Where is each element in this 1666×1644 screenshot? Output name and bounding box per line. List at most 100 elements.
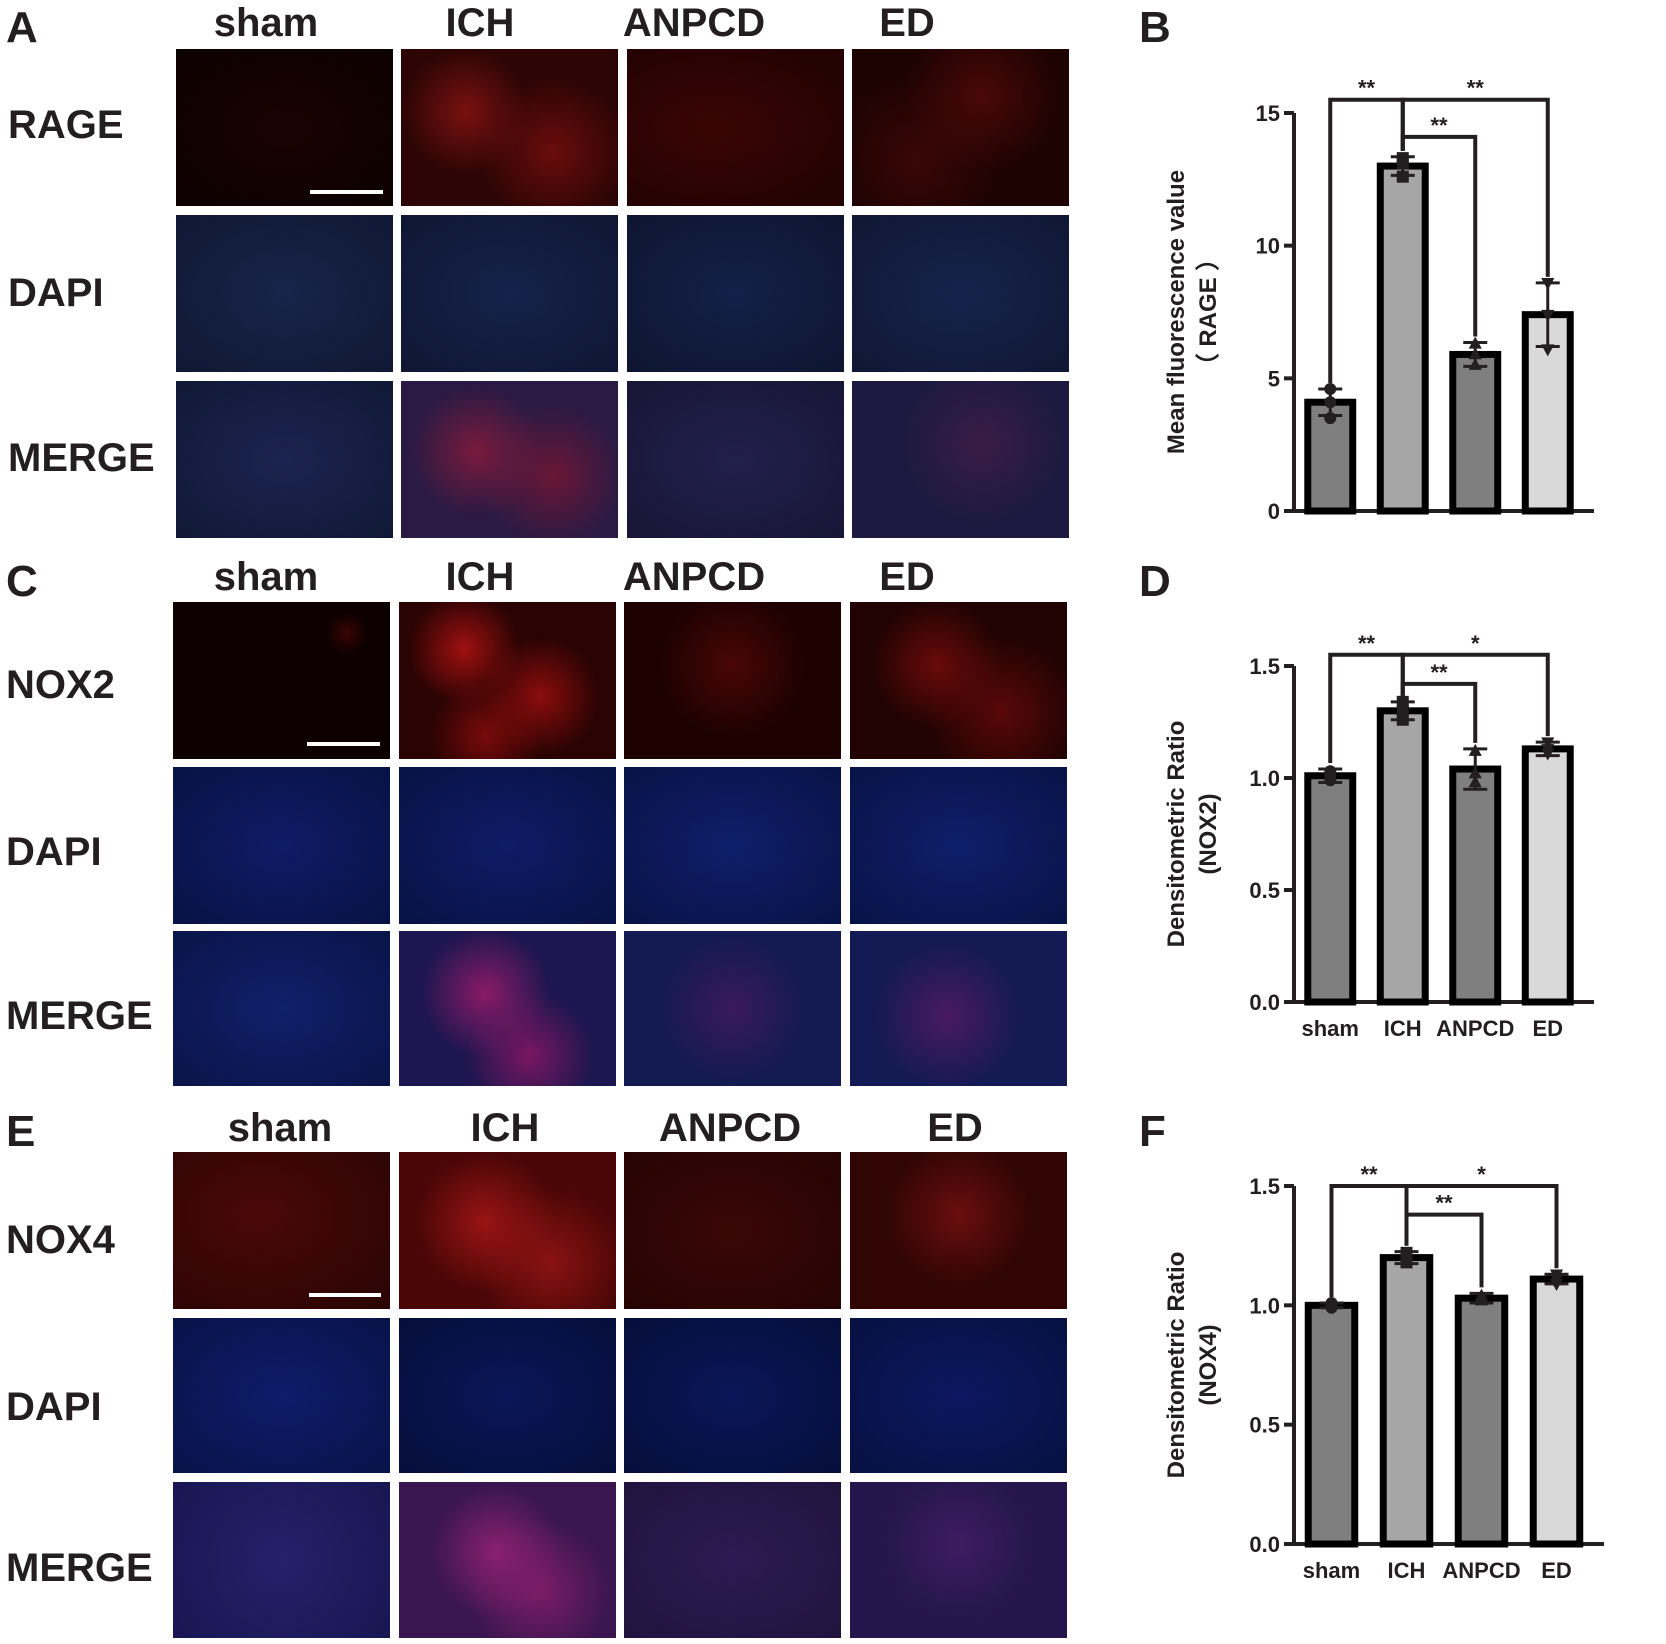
data-point: [1541, 344, 1555, 357]
y-axis-label: (NOX2): [1195, 793, 1222, 874]
bar-chart-nox4: Densitometric Ratio (NOX4) 0.0 0.5 1.0 1.5 sha…: [1163, 1162, 1604, 1583]
y-tick-label: 0.0: [1249, 1532, 1280, 1557]
y-tick-label: 1.0: [1249, 766, 1280, 791]
y-tick-label: 0: [1268, 499, 1280, 520]
x-tick-label: ANPCD: [1436, 1016, 1514, 1041]
micrograph-merge-sham: [173, 931, 390, 1086]
micrograph-merge-ich: [399, 1482, 616, 1638]
data-point: [1468, 766, 1482, 779]
micrograph-dapi-ed: [852, 215, 1069, 372]
micrograph-merge-ed: [850, 931, 1067, 1086]
micrograph-rage-sham: [176, 49, 393, 206]
data-point: [1474, 1290, 1489, 1303]
bar-chart-nox2: Densitometric Ratio (NOX2) 0.0 0.5 1.0 1.5 sha…: [1163, 631, 1594, 1041]
significance-label: **: [1430, 113, 1448, 138]
bar-ich: [1379, 1254, 1434, 1548]
y-tick-label: 0.0: [1249, 990, 1280, 1015]
micrograph-dapi-ich: [399, 1318, 616, 1473]
data-point: [1396, 704, 1409, 717]
scale-bar: [307, 742, 380, 746]
col-header-sham: sham: [213, 1, 319, 45]
bar-ed: [1521, 745, 1574, 1006]
micrograph-rage-ich: [401, 49, 618, 206]
data-point: [1468, 743, 1482, 756]
x-tick-label: ICH: [1388, 1558, 1426, 1583]
significance-label: **: [1430, 660, 1448, 685]
significance-bracket: [1400, 652, 1550, 737]
y-axis-label: （ RAGE ）: [1195, 247, 1222, 378]
micrograph-dapi-anpcd: [624, 1318, 841, 1473]
micrograph-merge-sham: [176, 381, 393, 538]
bar-ich: [1376, 707, 1429, 1006]
micrograph-nox4-sham: [173, 1152, 390, 1309]
y-axis-label: Densitometric Ratio: [1163, 1252, 1190, 1479]
data-point: [1541, 737, 1555, 750]
micrograph-nox4-ed: [850, 1152, 1067, 1309]
col-header-ich: ICH: [445, 1, 515, 45]
micrograph-merge-ich: [401, 381, 618, 538]
row-label-dapi: DAPI: [6, 1385, 102, 1429]
micrograph-nox4-anpcd: [624, 1152, 841, 1309]
col-header-ed: ED: [927, 1106, 983, 1150]
data-point: [1541, 278, 1555, 291]
micrograph-merge-sham: [173, 1482, 390, 1638]
micrograph-merge-anpcd: [627, 381, 844, 538]
col-header-ed: ED: [879, 555, 935, 599]
col-header-sham: sham: [213, 555, 319, 599]
y-tick-label: 1.5: [1249, 654, 1280, 679]
y-axis-label: Mean fluorescence value: [1163, 170, 1190, 454]
col-header-anpcd: ANPCD: [622, 1, 766, 45]
micrograph-dapi-sham: [173, 767, 390, 924]
bar-anpcd: [1449, 765, 1502, 1006]
micrograph-dapi-sham: [176, 215, 393, 372]
bar-anpcd: [1454, 1294, 1509, 1548]
micrograph-dapi-ich: [399, 767, 616, 924]
micrograph-merge-ed: [850, 1482, 1067, 1638]
y-tick-label: 5: [1268, 366, 1280, 391]
data-point: [1541, 744, 1555, 757]
panel-letter-c: C: [6, 557, 38, 606]
micrograph-dapi-ich: [401, 215, 618, 372]
x-tick-label: ED: [1541, 1558, 1572, 1583]
row-label-nox4: NOX4: [6, 1218, 115, 1262]
panel-letter-d: D: [1139, 557, 1171, 606]
micrograph-nox2-anpcd: [624, 602, 841, 759]
col-header-ich: ICH: [470, 1106, 540, 1150]
x-tick-label: sham: [1303, 1558, 1360, 1583]
micrograph-merge-ed: [852, 381, 1069, 538]
col-header-anpcd: ANPCD: [658, 1106, 802, 1150]
micrograph-dapi-anpcd: [624, 767, 841, 924]
data-point: [1324, 382, 1337, 395]
col-header-anpcd: ANPCD: [622, 555, 766, 599]
data-point: [1468, 336, 1482, 349]
significance-label: **: [1360, 1162, 1378, 1187]
data-point: [1325, 1299, 1338, 1312]
micrograph-merge-anpcd: [624, 1482, 841, 1638]
micrograph-dapi-ed: [850, 1318, 1067, 1473]
data-point: [1324, 769, 1337, 782]
row-label-dapi: DAPI: [8, 271, 104, 315]
y-tick-label: 1.5: [1249, 1174, 1280, 1199]
bar-sham: [1304, 772, 1357, 1006]
significance-label: *: [1477, 1162, 1486, 1187]
bar-ich: [1376, 162, 1429, 515]
micrograph-dapi-ed: [850, 767, 1067, 924]
bar-anpcd: [1449, 350, 1502, 515]
col-header-sham: sham: [227, 1106, 333, 1150]
row-label-rage: RAGE: [8, 103, 124, 147]
y-axis-label: Densitometric Ratio: [1163, 721, 1190, 948]
bar-sham: [1304, 1301, 1359, 1548]
row-label-nox2: NOX2: [6, 663, 115, 707]
y-tick-label: 0.5: [1249, 1413, 1280, 1438]
row-label-merge: MERGE: [6, 994, 153, 1038]
y-tick-label: 1.0: [1249, 1293, 1280, 1318]
data-point: [1549, 1274, 1564, 1287]
micrograph-rage-anpcd: [627, 49, 844, 206]
y-tick-label: 10: [1256, 234, 1280, 259]
data-point: [1468, 357, 1482, 370]
row-label-dapi: DAPI: [6, 830, 102, 874]
x-tick-label: ED: [1532, 1016, 1563, 1041]
panel-letter-f: F: [1139, 1107, 1166, 1156]
data-point: [1468, 775, 1482, 788]
significance-label: **: [1358, 631, 1376, 656]
